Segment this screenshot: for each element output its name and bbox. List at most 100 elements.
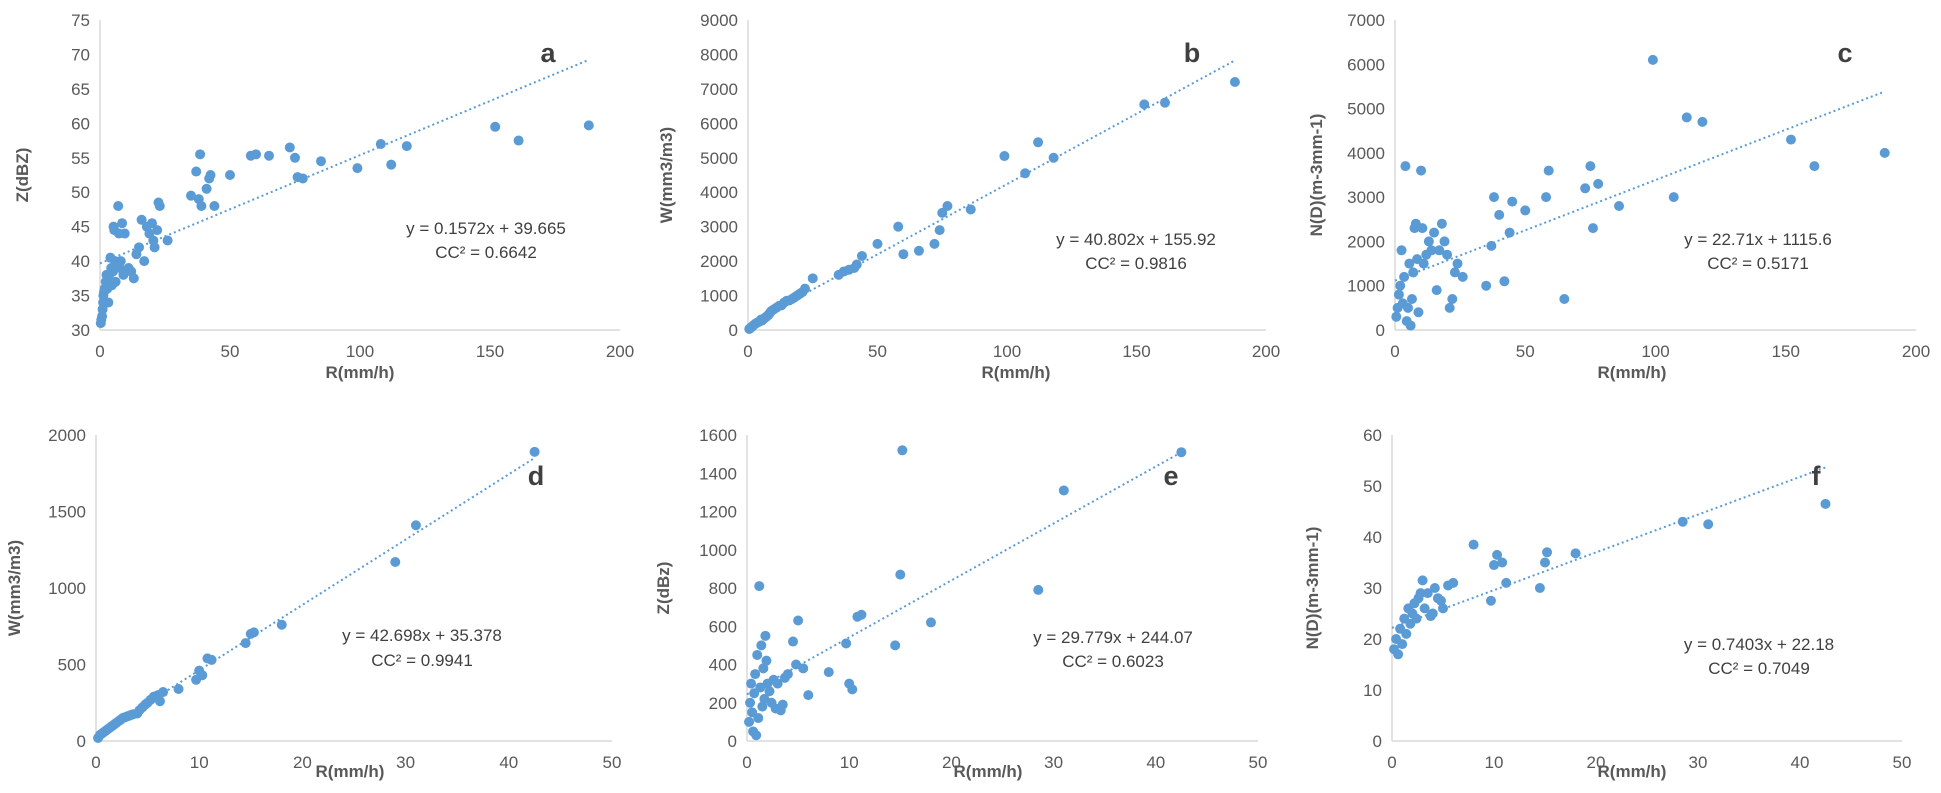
- y-tick-label: 6000: [1347, 55, 1385, 74]
- data-point: [136, 214, 147, 225]
- data-point: [1449, 267, 1460, 278]
- data-point: [134, 242, 144, 253]
- data-point: [1452, 258, 1463, 269]
- y-axis-title: Z(dBz): [654, 562, 673, 615]
- x-tick-label: 100: [1641, 342, 1669, 361]
- x-tick-label: 40: [1146, 753, 1165, 772]
- panel-letter: f: [1812, 461, 1822, 491]
- data-point: [290, 152, 300, 163]
- y-tick-label: 70: [71, 45, 90, 64]
- data-point: [1647, 54, 1658, 65]
- x-tick-label: 200: [606, 342, 634, 361]
- data-point: [1139, 99, 1150, 110]
- data-point: [751, 730, 762, 741]
- data-point: [823, 667, 834, 678]
- trendline: [1391, 466, 1826, 629]
- correlation-label: CC² = 0.6642: [435, 243, 537, 262]
- data-point: [942, 201, 953, 211]
- data-point: [1404, 258, 1415, 269]
- data-point: [807, 273, 818, 284]
- x-tick-label: 100: [346, 342, 374, 361]
- data-point: [162, 235, 173, 246]
- data-point: [1677, 516, 1688, 527]
- y-axis-title: W(mm3/m3): [657, 127, 676, 223]
- data-point: [1419, 603, 1430, 614]
- y-tick-label: 1500: [48, 503, 86, 522]
- data-point: [1448, 577, 1459, 588]
- data-point: [1668, 192, 1679, 203]
- x-tick-label: 50: [1893, 753, 1912, 772]
- data-point: [1520, 205, 1531, 216]
- data-point: [764, 686, 775, 697]
- y-tick-label: 800: [709, 579, 737, 598]
- panel-c: 0 50 100 150 2000100020003000400050006000700…: [1307, 11, 1930, 382]
- y-tick-label: 5000: [1347, 100, 1385, 119]
- data-point: [1485, 595, 1496, 606]
- data-point: [745, 697, 756, 708]
- y-axis-title: N(D)(m-3mm-1): [1307, 114, 1326, 237]
- x-tick-label: 0: [742, 753, 751, 772]
- panel-letter: e: [1163, 461, 1178, 491]
- data-point: [1427, 608, 1438, 619]
- y-axis-title: W(mm3/m3): [5, 540, 24, 636]
- y-tick-label: 2000: [700, 252, 738, 271]
- y-tick-label: 1000: [1347, 277, 1385, 296]
- data-point: [1399, 271, 1410, 282]
- data-point: [276, 619, 287, 630]
- data-point: [1587, 223, 1598, 234]
- y-tick-label: 4000: [700, 183, 738, 202]
- panel-a: 0 50 100 150 200 30 35 40 45 50 55 60 65 70 75 R(mm/h) Z…: [13, 11, 634, 382]
- x-tick-label: 0: [95, 342, 104, 361]
- data-point: [1393, 289, 1404, 300]
- data-point: [206, 654, 217, 665]
- data-point: [1585, 161, 1596, 172]
- y-tick-label: 65: [71, 80, 90, 99]
- data-point: [1429, 227, 1440, 238]
- data-point: [128, 273, 139, 284]
- y-tick-label: 500: [58, 656, 86, 675]
- data-point: [251, 149, 261, 160]
- y-tick-label: 0: [728, 732, 737, 751]
- data-point: [1497, 557, 1508, 568]
- data-point: [1488, 192, 1499, 203]
- data-point: [1442, 249, 1453, 260]
- data-point: [803, 690, 814, 701]
- data-point: [746, 678, 757, 689]
- data-point: [1403, 302, 1414, 313]
- data-point: [386, 159, 397, 170]
- x-tick-label: 40: [1791, 753, 1810, 772]
- x-axis-title: R(mm/h): [954, 762, 1023, 781]
- y-tick-label: 9000: [700, 11, 738, 30]
- x-tick-label: 50: [603, 753, 622, 772]
- data-point: [1418, 258, 1429, 269]
- x-tick-label: 30: [1044, 753, 1063, 772]
- x-tick-label: 200: [1252, 342, 1280, 361]
- data-point: [1395, 280, 1406, 291]
- data-point: [197, 670, 208, 681]
- y-tick-label: 4000: [1347, 144, 1385, 163]
- y-tick-label: 55: [71, 149, 90, 168]
- data-point: [856, 250, 867, 261]
- data-point: [929, 238, 940, 249]
- data-point: [744, 716, 755, 727]
- data-point: [1507, 196, 1518, 207]
- data-point: [793, 615, 804, 626]
- x-tick-label: 40: [499, 753, 518, 772]
- data-point: [117, 218, 128, 229]
- data-point: [1820, 498, 1831, 509]
- data-point: [113, 201, 124, 211]
- data-point: [1426, 245, 1437, 256]
- x-tick-label: 150: [476, 342, 504, 361]
- data-point: [1697, 116, 1708, 127]
- x-tick-label: 20: [1587, 753, 1606, 772]
- data-point: [1396, 245, 1407, 256]
- x-axis-title: R(mm/h): [982, 363, 1051, 382]
- data-point: [1391, 311, 1402, 322]
- data-point: [1400, 161, 1411, 172]
- data-point: [1413, 307, 1424, 318]
- data-point: [898, 249, 909, 260]
- data-point: [1681, 112, 1692, 123]
- data-point: [777, 699, 788, 710]
- data-point: [240, 638, 251, 649]
- data-point: [1416, 165, 1427, 176]
